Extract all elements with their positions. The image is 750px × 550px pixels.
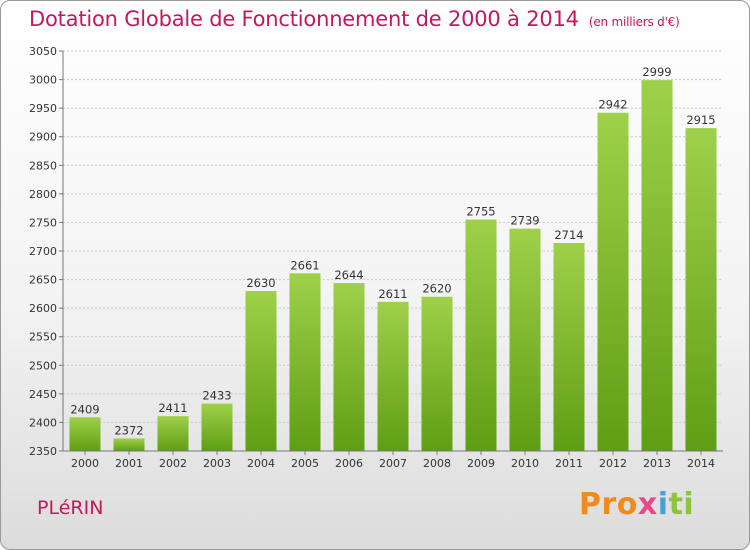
x-tick-label: 2011 (555, 457, 583, 470)
bar-2002 (157, 416, 189, 451)
logo-part-2: x (637, 487, 658, 522)
y-tick-label: 2950 (29, 102, 57, 115)
x-tick-label: 2002 (159, 457, 187, 470)
x-tick-label: 2012 (599, 457, 627, 470)
chart-title-text: Dotation Globale de Fonctionnement de 20… (29, 7, 579, 31)
y-tick-label: 2650 (29, 274, 57, 287)
value-label-2014: 2915 (686, 113, 715, 127)
value-label-2008: 2620 (422, 282, 451, 296)
y-tick-label: 2700 (29, 245, 57, 258)
x-tick-label: 2003 (203, 457, 231, 470)
x-tick-label: 2009 (467, 457, 495, 470)
value-label-2001: 2372 (114, 423, 143, 437)
bar-2003 (201, 403, 233, 451)
bar-2013 (641, 80, 673, 452)
x-tick-label: 2013 (643, 457, 671, 470)
value-label-2003: 2433 (202, 389, 231, 403)
value-label-2004: 2630 (246, 276, 275, 290)
chart-subtitle: (en milliers d'€) (588, 15, 680, 29)
y-axis-ticks: 2350 2400 2450 2500 2550 2600 2650 2700 2750 2800… (29, 45, 63, 458)
bar-2009 (465, 219, 497, 451)
y-tick-label: 3050 (29, 45, 57, 58)
y-tick-label: 2800 (29, 188, 57, 201)
x-tick-label: 2010 (511, 457, 539, 470)
x-tick-label: 2007 (379, 457, 407, 470)
x-tick-label: 2006 (335, 457, 363, 470)
value-label-2000: 2409 (70, 402, 99, 416)
commune-name: PLéRIN (37, 497, 104, 519)
bar-2001 (113, 438, 145, 451)
axes (62, 51, 723, 452)
y-tick-label: 2600 (29, 302, 57, 315)
bars: 2409 2372 2411 2433 2630 2661 2644 2611 2620 2755… (69, 65, 717, 452)
y-tick-label: 2400 (29, 416, 57, 429)
x-tick-label: 2004 (247, 457, 275, 470)
bar-2010 (509, 228, 541, 451)
logo-part-3: i (657, 487, 669, 522)
chart-title: Dotation Globale de Fonctionnement de 20… (29, 7, 680, 31)
y-tick-label: 3000 (29, 74, 57, 87)
value-label-2011: 2714 (554, 228, 583, 242)
bar-2004 (245, 291, 277, 451)
x-tick-label: 2001 (115, 457, 143, 470)
bar-2012 (597, 112, 629, 451)
value-label-2002: 2411 (158, 401, 187, 415)
x-axis-ticks: 2000 2001 2002 2003 2004 2005 2006 2007 2008 2009… (71, 451, 715, 470)
proxiti-logo: Proxiti (579, 487, 694, 522)
value-label-2012: 2942 (598, 98, 627, 112)
bar-2000 (69, 417, 101, 451)
y-tick-label: 2850 (29, 159, 57, 172)
logo-part-4: ti (668, 487, 695, 522)
bar-2005 (289, 273, 321, 451)
value-label-2007: 2611 (378, 287, 407, 301)
value-label-2005: 2661 (290, 258, 319, 272)
bar-2011 (553, 243, 585, 451)
y-tick-label: 2900 (29, 131, 57, 144)
x-tick-label: 2005 (291, 457, 319, 470)
y-tick-label: 2550 (29, 331, 57, 344)
x-tick-label: 2014 (687, 457, 715, 470)
y-tick-label: 2450 (29, 388, 57, 401)
bar-2007 (377, 301, 409, 451)
value-label-2010: 2739 (510, 214, 539, 228)
logo-part-1: Pro (579, 487, 638, 522)
y-tick-label: 2350 (29, 445, 57, 458)
value-label-2009: 2755 (466, 205, 495, 219)
bar-2014 (685, 128, 717, 451)
bar-2006 (333, 283, 365, 451)
y-tick-label: 2750 (29, 216, 57, 229)
x-tick-label: 2000 (71, 457, 99, 470)
y-tick-label: 2500 (29, 359, 57, 372)
bar-2008 (421, 296, 453, 451)
x-tick-label: 2008 (423, 457, 451, 470)
value-label-2013: 2999 (642, 65, 671, 79)
value-label-2006: 2644 (334, 268, 363, 282)
